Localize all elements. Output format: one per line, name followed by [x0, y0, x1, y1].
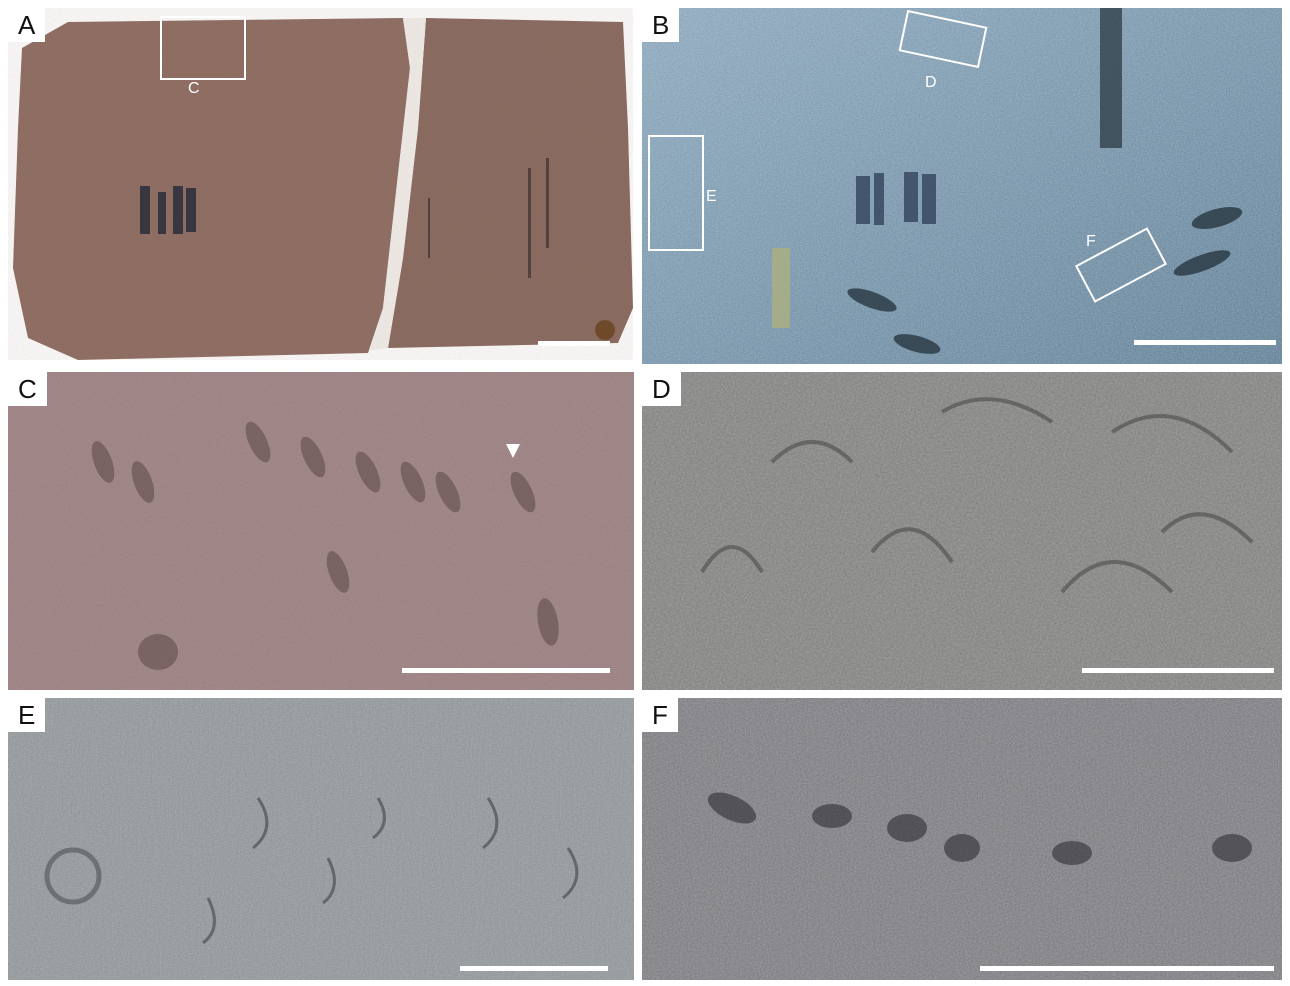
- panel-a: A C: [8, 8, 633, 360]
- panel-b-photo: [642, 8, 1282, 364]
- panel-label-c: C: [8, 372, 47, 406]
- scale-bar-e: [460, 966, 608, 971]
- scale-bar-f: [980, 966, 1274, 971]
- inset-label-e: E: [706, 188, 717, 205]
- footprints-b: [847, 207, 1243, 354]
- panel-label-f: F: [642, 698, 678, 732]
- panel-d: D: [642, 372, 1282, 690]
- panel-label-e: E: [8, 698, 46, 732]
- specimen-number-ink-b: [856, 172, 936, 225]
- crescent-traces-e: [202, 797, 579, 945]
- inset-box-e: [648, 135, 704, 251]
- inset-label-f: F: [1086, 233, 1096, 250]
- scale-bar-a: [538, 341, 610, 346]
- panel-f: F: [642, 698, 1282, 980]
- panel-label-a: A: [8, 8, 46, 42]
- panel-e-photo: [8, 698, 634, 980]
- panel-c-photo: [8, 372, 634, 690]
- paired-impressions-f: [707, 792, 1252, 865]
- panel-f-photo: [642, 698, 1282, 980]
- inset-box-c: [160, 16, 246, 80]
- inset-label-d: D: [925, 74, 937, 91]
- panel-label-b: B: [642, 8, 680, 42]
- panel-b: B D E F: [642, 8, 1282, 364]
- footprints-c: [91, 421, 559, 670]
- scale-bar-d: [1082, 668, 1274, 673]
- panel-d-photo: [642, 372, 1282, 690]
- inset-label-c: C: [188, 80, 200, 97]
- scale-bar-b: [1134, 340, 1276, 345]
- arrowhead-marker-c: [506, 444, 520, 458]
- specimen-number-ink: [140, 186, 196, 234]
- panel-label-d: D: [642, 372, 681, 406]
- panel-a-photo: [8, 8, 633, 360]
- panel-c: C: [8, 372, 634, 690]
- curved-traces-d: [700, 397, 1254, 594]
- scale-bar-c: [402, 668, 610, 673]
- panel-e: E: [8, 698, 634, 980]
